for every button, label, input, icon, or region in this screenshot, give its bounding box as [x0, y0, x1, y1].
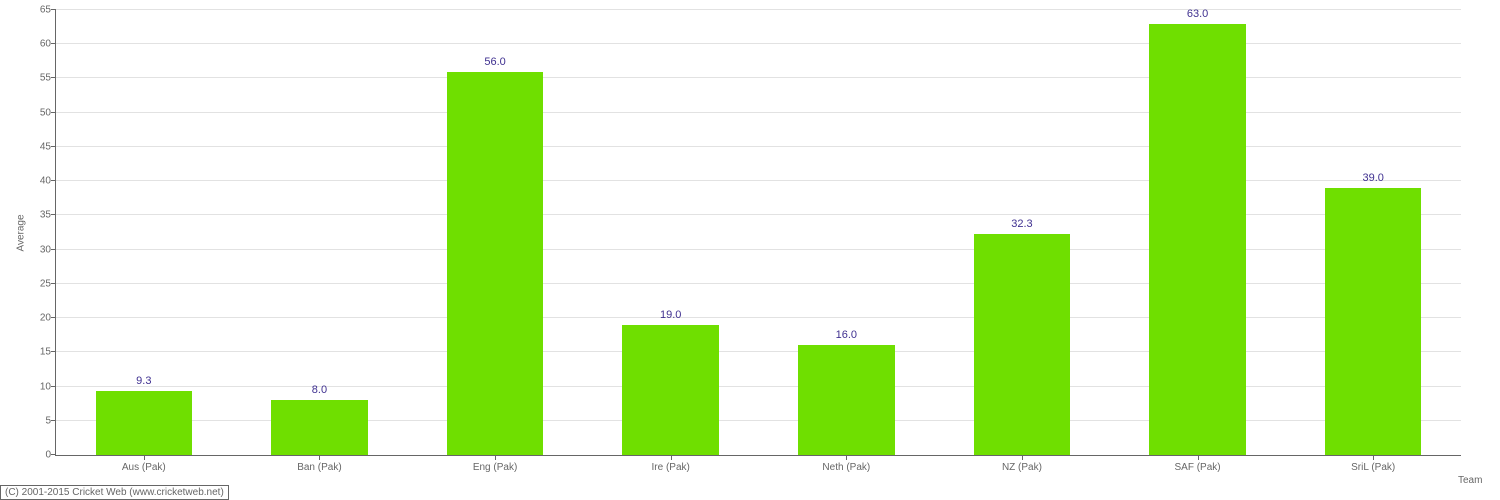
x-tick-label: SriL (Pak): [1351, 455, 1395, 473]
chart-container: 051015202530354045505560659.3Aus (Pak)8.…: [0, 0, 1500, 500]
x-tick-label: Aus (Pak): [122, 455, 166, 473]
gridline: [56, 9, 1461, 10]
y-tick-label: 10: [40, 381, 56, 392]
copyright-text: (C) 2001-2015 Cricket Web (www.cricketwe…: [0, 485, 229, 500]
y-tick-label: 5: [45, 415, 56, 426]
x-tick-label: Neth (Pak): [822, 455, 870, 473]
x-tick-label: SAF (Pak): [1175, 455, 1221, 473]
y-tick-label: 50: [40, 107, 56, 118]
y-tick-label: 55: [40, 73, 56, 84]
bar: 19.0: [622, 325, 719, 455]
bar-value-label: 16.0: [836, 329, 857, 345]
bar: 39.0: [1325, 188, 1422, 455]
y-tick-label: 15: [40, 347, 56, 358]
bar: 16.0: [798, 345, 895, 455]
bar: 32.3: [974, 234, 1071, 455]
bar-value-label: 9.3: [136, 375, 151, 391]
gridline: [56, 77, 1461, 78]
gridline: [56, 180, 1461, 181]
y-axis-title: Average: [16, 214, 27, 251]
x-axis-title: Team: [1458, 475, 1482, 486]
gridline: [56, 420, 1461, 421]
y-tick-label: 40: [40, 176, 56, 187]
x-tick-label: NZ (Pak): [1002, 455, 1042, 473]
y-tick-label: 45: [40, 141, 56, 152]
gridline: [56, 317, 1461, 318]
bar-value-label: 63.0: [1187, 8, 1208, 24]
gridline: [56, 249, 1461, 250]
bar-value-label: 39.0: [1362, 172, 1383, 188]
gridline: [56, 43, 1461, 44]
bar: 9.3: [96, 391, 193, 455]
y-tick-label: 30: [40, 244, 56, 255]
y-tick-label: 35: [40, 210, 56, 221]
x-tick-label: Ire (Pak): [652, 455, 690, 473]
bar: 56.0: [447, 72, 544, 455]
bar-value-label: 32.3: [1011, 218, 1032, 234]
bar: 8.0: [271, 400, 368, 455]
gridline: [56, 351, 1461, 352]
y-tick-label: 20: [40, 313, 56, 324]
gridline: [56, 386, 1461, 387]
gridline: [56, 112, 1461, 113]
gridline: [56, 283, 1461, 284]
x-tick-label: Ban (Pak): [297, 455, 341, 473]
y-tick-label: 0: [45, 450, 56, 461]
bar-value-label: 19.0: [660, 309, 681, 325]
bar: 63.0: [1149, 24, 1246, 455]
bar-value-label: 56.0: [484, 56, 505, 72]
y-tick-label: 60: [40, 39, 56, 50]
bar-value-label: 8.0: [312, 384, 327, 400]
y-tick-label: 25: [40, 278, 56, 289]
y-tick-label: 65: [40, 5, 56, 16]
gridline: [56, 146, 1461, 147]
plot-area: 051015202530354045505560659.3Aus (Pak)8.…: [55, 10, 1461, 456]
x-tick-label: Eng (Pak): [473, 455, 517, 473]
gridline: [56, 214, 1461, 215]
